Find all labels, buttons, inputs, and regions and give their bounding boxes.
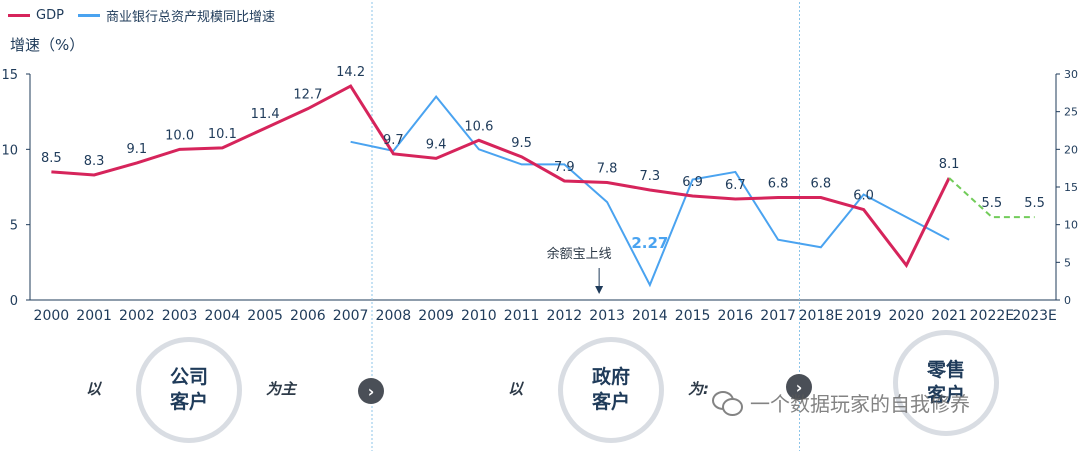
y-right-tick-label: 0 (1064, 294, 1071, 307)
y-right-tick-label: 20 (1064, 143, 1078, 156)
x-tick-label: 2016 (718, 308, 754, 324)
x-tick-label: 2014 (632, 308, 668, 324)
stage-circle-government-line1: 政府 (591, 366, 630, 388)
legend-item-gdp: GDP (8, 8, 64, 23)
data-label-gdp: 14.2 (336, 65, 365, 80)
x-tick-label: 2017 (760, 308, 796, 324)
x-tick-label: 2005 (247, 308, 283, 324)
stage-circle-retail-line2: 客户 (926, 384, 965, 406)
data-label-gdp: 7.9 (554, 160, 575, 175)
y-left-tick-label: 0 (10, 294, 18, 309)
x-tick-label: 2018E (799, 308, 843, 324)
y-left-tick-label: 15 (1, 68, 18, 83)
x-tick-label: 2015 (675, 308, 711, 324)
data-label-gdp: 9.4 (426, 137, 447, 152)
x-tick-label: 2022E (970, 308, 1014, 324)
stage-circle-corporate: 公司 客户 (136, 337, 242, 443)
stage-circle-government-line2: 客户 (591, 391, 630, 413)
data-label-gdp: 10.6 (464, 119, 493, 134)
x-tick-label: 2013 (589, 308, 625, 324)
stage-suffix-2: 为: (688, 380, 709, 398)
x-tick-label: 2002 (119, 308, 155, 324)
data-label-gdp: 9.5 (511, 136, 532, 151)
stage-prefix-2: 以 (508, 380, 524, 398)
stage-circle-retail-line1: 零售 (926, 359, 965, 381)
data-label-gdp: 10.1 (208, 127, 237, 142)
data-label-gdp: 6.9 (682, 175, 703, 190)
callout-label: 2.27 (631, 234, 668, 252)
wechat-icon (712, 390, 743, 416)
stage-arrow-1: › (358, 378, 384, 404)
annotation-arrow-head (595, 286, 604, 294)
stage-arrow-2: › (786, 374, 812, 400)
stage-circle-corporate-line1: 公司 (169, 366, 208, 388)
y-right-tick-label: 15 (1064, 181, 1078, 194)
data-label-gdp: 5.5 (982, 196, 1003, 211)
data-label-gdp: 8.5 (41, 151, 62, 166)
stage-circle-government: 政府 客户 (558, 337, 664, 443)
x-tick-label: 2004 (205, 308, 241, 324)
data-label-gdp: 9.1 (127, 142, 148, 157)
x-tick-label: 2012 (547, 308, 583, 324)
legend-label-gdp: GDP (36, 7, 64, 23)
x-tick-label: 2007 (333, 308, 369, 324)
x-tick-label: 2019 (846, 308, 882, 324)
y-left-tick-label: 5 (10, 219, 18, 234)
x-tick-label: 2009 (418, 308, 454, 324)
x-tick-label: 2020 (889, 308, 925, 324)
watermark-text: 一个数据玩家的自我修养 (750, 392, 970, 416)
data-label-gdp: 8.1 (939, 157, 960, 172)
stage-circle-corporate-line2: 客户 (169, 391, 208, 413)
data-label-gdp: 6.7 (725, 178, 746, 193)
x-tick-label: 2011 (504, 308, 540, 324)
series-line-asset-growth (350, 94, 950, 288)
data-label-gdp: 6.8 (811, 177, 832, 192)
legend-swatch-asset-growth (77, 13, 100, 17)
x-tick-label: 2000 (34, 308, 70, 324)
stage-prefix-1: 以 (86, 380, 102, 398)
series-line-gdp (51, 84, 951, 269)
y-left-tick-label: 10 (1, 143, 18, 158)
data-label-gdp: 7.3 (640, 169, 661, 184)
data-label-gdp: 9.7 (383, 133, 404, 148)
data-label-gdp: 5.5 (1024, 196, 1045, 211)
y-right-tick-label: 5 (1064, 256, 1071, 269)
y-right-tick-label: 10 (1064, 219, 1078, 232)
x-tick-label: 2006 (290, 308, 326, 324)
y-axis-title: 增速（%） (10, 36, 85, 54)
x-tick-label: 2023E (1012, 308, 1056, 324)
watermark: 一个数据玩家的自我修养 (712, 388, 970, 417)
data-label-gdp: 10.0 (165, 128, 194, 143)
stage-suffix-1: 为主 (266, 380, 297, 398)
x-tick-label: 2008 (376, 308, 412, 324)
y-right-tick-label: 30 (1064, 68, 1078, 81)
stage-circle-retail: 零售 客户 (893, 330, 999, 436)
data-label-gdp: 12.7 (293, 88, 322, 103)
data-label-gdp: 6.8 (768, 177, 789, 192)
legend-item-asset-growth: 商业银行总资产规模同比增速 (77, 6, 275, 25)
data-label-gdp: 7.8 (597, 161, 618, 176)
x-tick-label: 2021 (931, 308, 967, 324)
data-label-gdp: 11.4 (251, 107, 280, 122)
x-tick-label: 2001 (76, 308, 112, 324)
legend-label-asset-growth: 商业银行总资产规模同比增速 (105, 9, 275, 25)
legend-swatch-gdp (8, 13, 30, 17)
x-tick-label: 2010 (461, 308, 497, 324)
data-label-gdp: 8.3 (84, 154, 105, 169)
data-label-gdp: 6.0 (853, 189, 874, 204)
y-right-tick-label: 25 (1064, 106, 1078, 119)
annotation-text: 余额宝上线 (547, 246, 612, 262)
chart-legend: GDP 商业银行总资产规模同比增速 (8, 4, 289, 26)
x-tick-label: 2003 (162, 308, 198, 324)
